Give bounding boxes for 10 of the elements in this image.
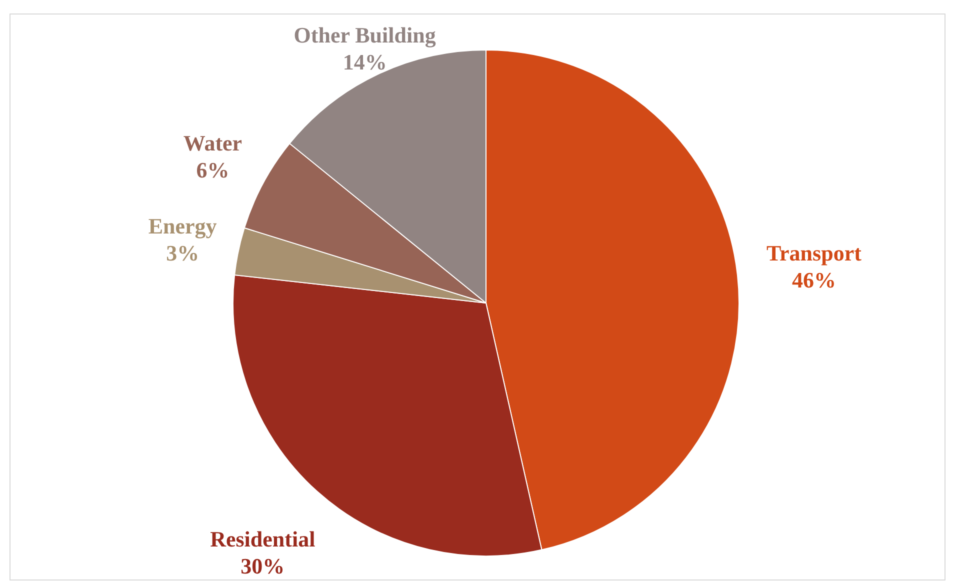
- data-label: 46%: [792, 267, 836, 292]
- slice-label: Residential: [210, 526, 316, 552]
- slice-label: Water: [183, 130, 242, 156]
- data-label: 14%: [342, 49, 387, 74]
- slice-label: Energy: [148, 214, 217, 239]
- data-label: 6%: [196, 158, 230, 183]
- data-label: 30%: [240, 554, 285, 579]
- data-label: 3%: [166, 240, 200, 266]
- slice-label: Other Building: [294, 22, 436, 48]
- slice-label: Transport: [766, 240, 862, 266]
